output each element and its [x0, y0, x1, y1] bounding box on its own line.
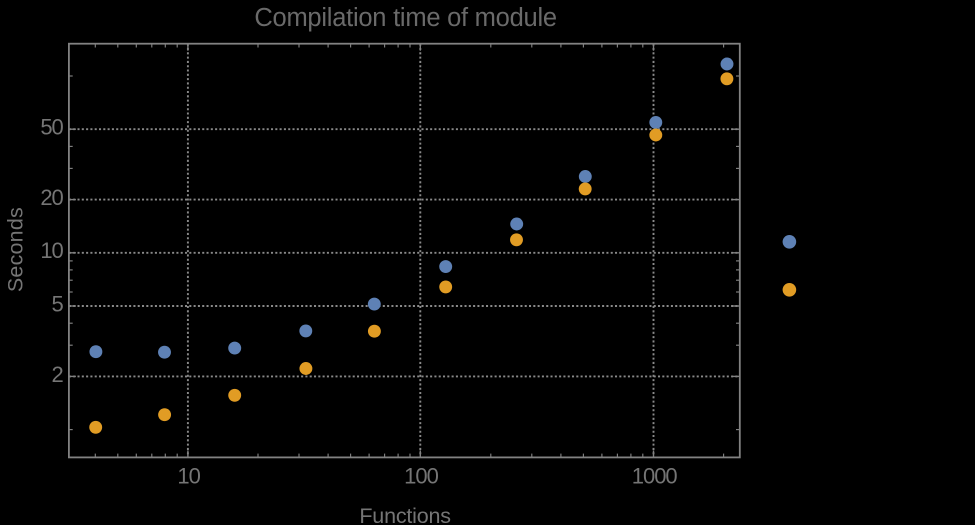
svg-text:10: 10 — [177, 464, 200, 489]
svg-text:100: 100 — [404, 464, 438, 489]
svg-text:2: 2 — [52, 362, 64, 387]
svg-text:20: 20 — [40, 185, 63, 210]
svg-text:Seconds: Seconds — [4, 207, 28, 292]
svg-text:Compilation time of module: Compilation time of module — [254, 4, 557, 32]
svg-text:10: 10 — [40, 238, 63, 263]
svg-text:Functions: Functions — [359, 504, 450, 525]
svg-text:5: 5 — [52, 291, 64, 316]
svg-text:1000: 1000 — [632, 464, 678, 489]
svg-text:50: 50 — [40, 115, 63, 140]
